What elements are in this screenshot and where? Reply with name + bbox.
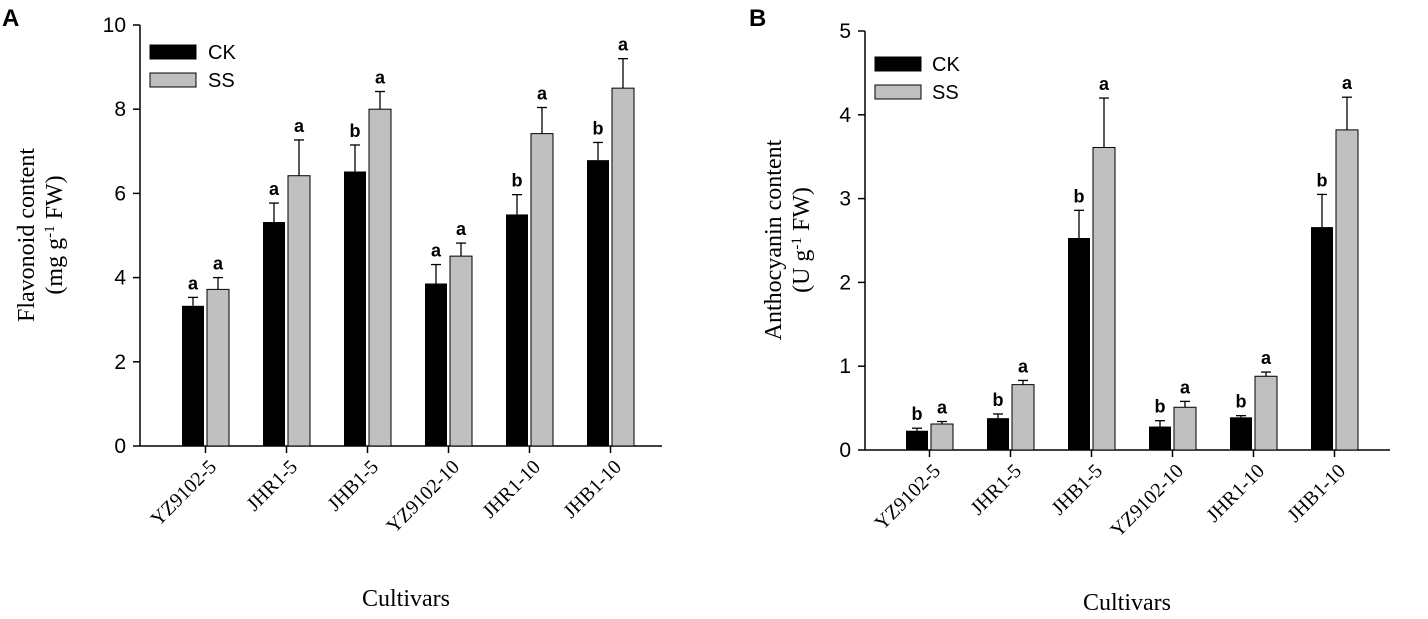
significance-letter-ss: a [1099,74,1110,94]
significance-letter-ck: b [1236,392,1247,412]
significance-letter-ck: b [1074,186,1085,206]
significance-letter-ck: a [188,273,199,293]
chart-panel-a: A0246810aaYZ9102-5aaJHR1-5baJHB1-5aaYZ91… [2,5,662,612]
y-axis-unit-part: FW) [42,175,68,225]
x-axis-title: Cultivars [362,586,450,612]
y-tick-label: 0 [839,439,851,462]
significance-letter-ck: a [431,241,442,261]
y-tick-label: 5 [839,20,851,43]
y-tick-label: 4 [114,267,126,290]
bar-ck [425,283,447,446]
bar-ss [287,175,311,447]
y-tick-label: 10 [103,14,126,37]
x-tick-label: JHR1-10 [478,456,545,523]
y-axis-unit-exponent: -1 [42,225,58,238]
panel-label: A [2,5,19,32]
y-tick-label: 8 [114,98,126,121]
y-tick-label: 3 [839,188,851,211]
significance-letter-ss: a [1342,73,1353,93]
legend-swatch-ck [874,56,922,72]
bar-ss [930,423,954,451]
bar-ss [611,87,635,447]
bar-ck [1068,237,1090,450]
y-axis-unit-part: FW) [789,187,815,237]
bar-ck [1311,227,1333,450]
bar-ck [182,305,204,446]
x-tick-label: JHR1-10 [1202,460,1269,527]
x-tick-label: JHB1-10 [1283,460,1350,527]
significance-letter-ck: b [350,121,361,141]
bar-ss [1173,406,1197,451]
y-axis-unit-part: (U g [789,250,815,293]
bar-ss [206,288,230,447]
y-tick-label: 2 [839,271,851,294]
bar-ss [1335,129,1359,451]
significance-letter-ss: a [456,219,467,239]
panel-label: B [749,5,766,32]
y-axis-unit-part: (mg g [42,238,68,295]
legend-label-ck: CK [932,54,960,76]
y-axis-unit: (mg g-1 FW) [42,175,68,294]
significance-letter-ck: b [993,390,1004,410]
significance-letter-ck: b [1317,170,1328,190]
y-tick-label: 2 [114,351,126,374]
bar-ck [987,418,1009,450]
x-tick-label: JHB1-5 [1047,460,1107,520]
bar-ck [344,171,366,446]
significance-letter-ck: b [512,171,523,191]
legend-label-ss: SS [208,70,235,92]
significance-letter-ck: b [912,404,923,424]
bar-ck [1149,426,1171,450]
y-axis-title: Anthocyanin content [761,139,787,340]
significance-letter-ck: b [1155,397,1166,417]
bar-ss [1254,375,1278,451]
y-axis-unit: (U g-1 FW) [789,187,815,293]
significance-letter-ss: a [213,254,224,274]
significance-letter-ss: a [537,84,548,104]
legend-swatch-ss [874,84,922,100]
bar-ss [1092,146,1116,451]
legend-swatch-ck [149,44,197,60]
y-axis-title: Flavonoid content [14,148,40,322]
bar-ss [449,255,473,447]
significance-letter-ss: a [618,35,629,55]
bar-ss [530,133,554,447]
y-tick-label: 4 [839,104,851,127]
significance-letter-ss: a [1261,348,1272,368]
x-tick-label: YZ9102-10 [382,456,464,538]
significance-letter-ss: a [294,116,305,136]
x-tick-label: JHB1-5 [323,456,383,516]
x-tick-label: YZ9102-5 [147,456,221,530]
x-tick-label: YZ9102-5 [871,460,945,534]
x-tick-label: YZ9102-10 [1106,460,1188,542]
bar-ck [906,430,928,450]
significance-letter-ss: a [375,68,386,88]
bar-ck [587,160,609,447]
y-tick-label: 6 [114,182,126,205]
legend-label-ss: SS [932,82,959,104]
bar-ss [1011,384,1035,451]
bar-ck [263,222,285,446]
y-tick-label: 1 [839,355,851,378]
significance-letter-ck: a [269,179,280,199]
significance-letter-ck: b [593,118,604,138]
x-tick-label: JHR1-5 [966,460,1026,520]
significance-letter-ss: a [1018,356,1029,376]
legend-label-ck: CK [208,42,236,64]
bar-ck [506,214,528,446]
x-tick-label: JHR1-5 [242,456,302,516]
y-tick-label: 0 [114,435,126,458]
x-axis-title: Cultivars [1083,590,1171,616]
bar-ss [368,108,392,447]
bar-ck [1230,417,1252,450]
x-tick-label: JHB1-10 [559,456,626,523]
significance-letter-ss: a [937,398,948,418]
legend-swatch-ss [149,72,197,88]
y-axis-unit-exponent: -1 [789,237,805,250]
significance-letter-ss: a [1180,377,1191,397]
